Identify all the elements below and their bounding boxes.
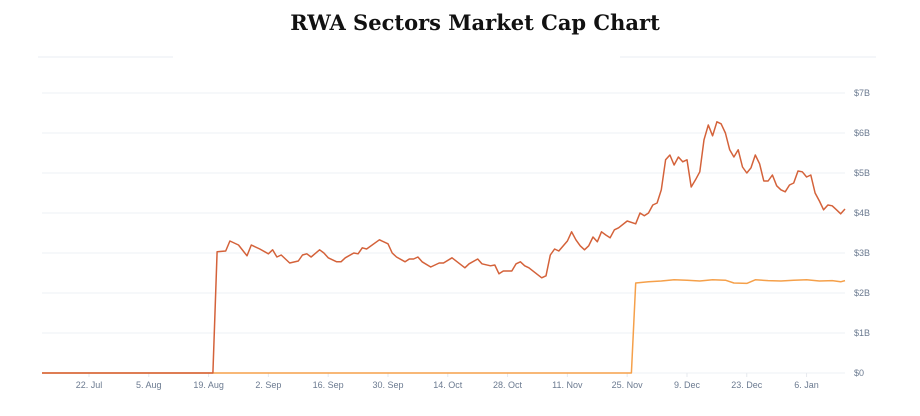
- x-tick-label: 19. Aug: [193, 380, 224, 390]
- x-tick-label: 11. Nov: [552, 380, 583, 390]
- x-tick-label: 25. Nov: [612, 380, 644, 390]
- x-tick-label: 6. Jan: [794, 380, 819, 390]
- series-line-0: [42, 121, 846, 374]
- y-tick-label: $6B: [854, 128, 870, 138]
- chart-title: RWA Sectors Market Cap Chart: [290, 10, 660, 35]
- x-tick-label: 28. Oct: [493, 380, 523, 390]
- series-line-1: [42, 279, 846, 374]
- y-tick-label: $5B: [854, 168, 870, 178]
- y-tick-label: $3B: [854, 248, 870, 258]
- y-tick-label: $2B: [854, 288, 870, 298]
- x-tick-label: 16. Sep: [313, 380, 344, 390]
- x-tick-label: 5. Aug: [136, 380, 162, 390]
- x-tick-label: 2. Sep: [255, 380, 281, 390]
- x-tick-label: 9. Dec: [674, 380, 701, 390]
- y-tick-label: $4B: [854, 208, 870, 218]
- x-tick-label: 14. Oct: [433, 380, 463, 390]
- x-tick-label: 23. Dec: [731, 380, 763, 390]
- y-tick-label: $1B: [854, 328, 870, 338]
- y-tick-label: $0: [854, 368, 864, 378]
- x-tick-label: 30. Sep: [372, 380, 403, 390]
- y-tick-label: $7B: [854, 88, 870, 98]
- x-tick-label: 22. Jul: [76, 380, 103, 390]
